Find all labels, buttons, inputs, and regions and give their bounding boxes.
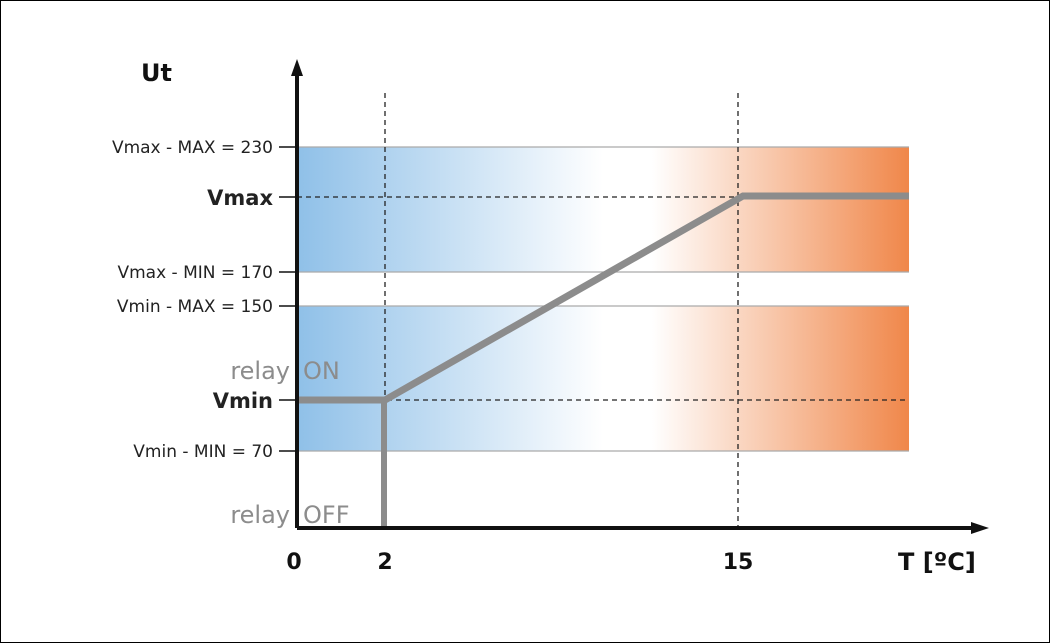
label-vmax-max: Vmax - MAX = 230 — [112, 138, 273, 158]
x-axis-arrow-icon — [971, 522, 989, 534]
y-axis-title: Ut — [141, 59, 172, 87]
relay-off-word1: relay — [230, 501, 290, 529]
label-vmax: Vmax — [207, 186, 273, 210]
vmin-band — [297, 306, 909, 451]
relay-off-word2: OFF — [303, 501, 350, 529]
control-curve — [299, 192, 909, 404]
relay-on-word2: ON — [303, 357, 340, 385]
x-tick-label-0: 0 — [286, 550, 301, 575]
relay-on-word1: relay — [230, 357, 290, 385]
x-tick-label-2: 2 — [377, 550, 392, 575]
label-vmax-min: Vmax - MIN = 170 — [117, 263, 273, 283]
label-vmin-min: Vmin - MIN = 70 — [133, 442, 273, 462]
vmax-band — [297, 147, 909, 272]
y-axis-arrow-icon — [291, 59, 303, 76]
label-vmin: Vmin — [213, 389, 273, 413]
label-vmin-max: Vmin - MAX = 150 — [117, 297, 273, 317]
x-tick-label-15: 15 — [723, 550, 754, 575]
x-axis-title: T [ºC] — [898, 548, 976, 576]
